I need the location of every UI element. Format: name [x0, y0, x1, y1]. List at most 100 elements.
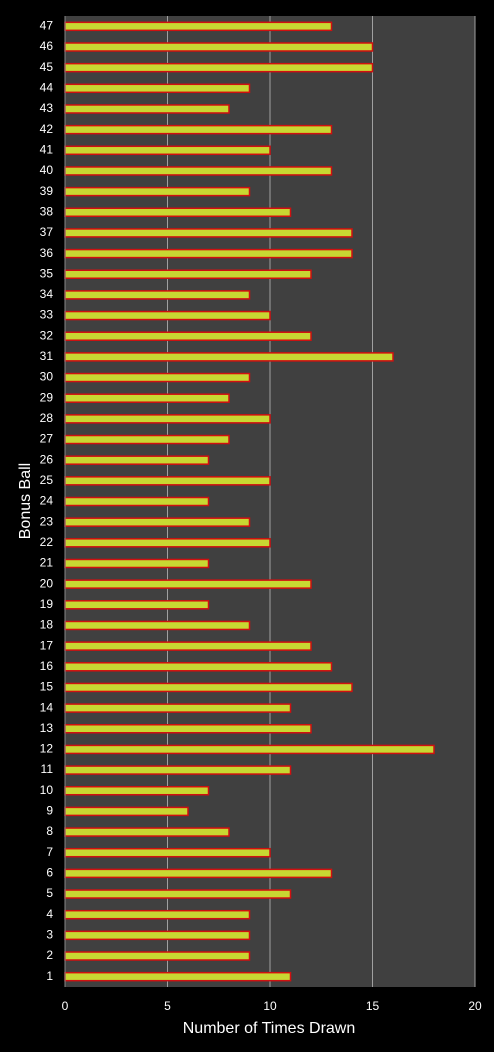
- bar: [64, 517, 251, 527]
- y-tick-label: 31: [40, 349, 54, 363]
- bar: [64, 145, 271, 156]
- bar: [64, 207, 292, 218]
- bar: [64, 228, 353, 238]
- bar: [64, 909, 251, 920]
- y-tick-label: 44: [40, 80, 54, 94]
- bar: [64, 600, 210, 610]
- bar: [64, 538, 271, 548]
- bar: [64, 21, 333, 32]
- bar: [64, 971, 292, 982]
- bar: [64, 558, 210, 569]
- y-tick-label: 39: [40, 184, 54, 198]
- y-tick-label: 4: [46, 907, 53, 921]
- y-tick-label: 7: [46, 845, 53, 859]
- bar: [64, 372, 251, 383]
- bar: [64, 847, 271, 858]
- y-tick-label: 35: [40, 266, 54, 280]
- y-tick-label: 18: [40, 618, 54, 632]
- bar: [64, 827, 230, 837]
- y-tick-label: 14: [40, 700, 54, 714]
- y-tick-label: 45: [40, 60, 54, 74]
- x-axis-title: Number of Times Drawn: [183, 1020, 356, 1037]
- bar: [64, 166, 333, 176]
- y-tick-label: 2: [46, 948, 53, 962]
- bar: [64, 269, 312, 279]
- x-tick-label: 5: [164, 999, 171, 1013]
- bar: [64, 331, 312, 341]
- y-tick-label: 6: [46, 866, 53, 880]
- bar: [64, 496, 210, 507]
- y-tick-label: 20: [40, 576, 54, 590]
- y-tick-label: 17: [40, 638, 54, 652]
- bar: [64, 310, 271, 321]
- y-tick-label: 15: [40, 680, 54, 694]
- bar: [64, 476, 271, 486]
- bar: [64, 42, 374, 52]
- bar: [64, 104, 230, 114]
- y-tick-label: 9: [46, 804, 53, 818]
- x-tick-label: 10: [263, 999, 277, 1013]
- y-tick-label: 16: [40, 659, 54, 673]
- bar: [64, 186, 251, 197]
- y-tick-label: 23: [40, 514, 54, 528]
- y-tick-label: 33: [40, 308, 54, 322]
- y-tick-label: 38: [40, 204, 54, 218]
- bar: [64, 641, 312, 651]
- y-tick-label: 30: [40, 370, 54, 384]
- bar: [64, 682, 353, 693]
- y-tick-label: 1: [46, 969, 53, 983]
- bar: [64, 806, 189, 817]
- bar: [64, 290, 251, 300]
- y-tick-label: 34: [40, 287, 54, 301]
- x-tick-label: 20: [468, 999, 482, 1013]
- y-tick-label: 28: [40, 411, 54, 425]
- y-tick-label: 47: [40, 19, 54, 33]
- y-tick-label: 8: [46, 824, 53, 838]
- y-tick-label: 26: [40, 452, 54, 466]
- bar: [64, 951, 251, 961]
- bar: [64, 352, 394, 362]
- y-tick-label: 22: [40, 535, 54, 549]
- y-axis-title: Bonus Ball: [17, 463, 34, 540]
- bar: [64, 662, 333, 672]
- y-tick-label: 37: [40, 225, 54, 239]
- y-tick-label: 3: [46, 928, 53, 942]
- bar: [64, 83, 251, 94]
- bar: [64, 393, 230, 403]
- y-tick-label: 12: [40, 742, 54, 756]
- y-tick-label: 40: [40, 163, 54, 177]
- y-tick-label: 27: [40, 432, 54, 446]
- bar: [64, 434, 230, 445]
- bar: [64, 62, 374, 73]
- bar: [64, 620, 251, 631]
- bar: [64, 579, 312, 589]
- bar: [64, 930, 251, 941]
- y-tick-label: 43: [40, 101, 54, 115]
- y-tick-label: 25: [40, 473, 54, 487]
- y-tick-label: 36: [40, 246, 54, 260]
- bar: [64, 455, 210, 465]
- bar: [64, 765, 292, 775]
- y-tick-label: 11: [41, 762, 54, 776]
- x-tick-label: 0: [62, 999, 69, 1013]
- bar: [64, 414, 271, 424]
- y-tick-label: 24: [40, 494, 54, 508]
- y-tick-label: 10: [40, 783, 54, 797]
- y-tick-label: 29: [40, 390, 54, 404]
- y-tick-label: 41: [40, 142, 54, 156]
- y-tick-label: 32: [40, 328, 54, 342]
- bar: [64, 744, 435, 755]
- y-tick-label: 46: [40, 39, 54, 53]
- y-tick-label: 13: [40, 721, 54, 735]
- y-tick-label: 5: [46, 886, 53, 900]
- bar: [64, 889, 292, 899]
- y-tick-label: 42: [40, 122, 54, 136]
- bar: [64, 868, 333, 879]
- y-tick-label: 19: [40, 597, 54, 611]
- bar: [64, 248, 353, 259]
- bar: [64, 703, 292, 713]
- x-tick-label: 15: [366, 999, 380, 1013]
- bar: [64, 724, 312, 734]
- bar: [64, 785, 210, 796]
